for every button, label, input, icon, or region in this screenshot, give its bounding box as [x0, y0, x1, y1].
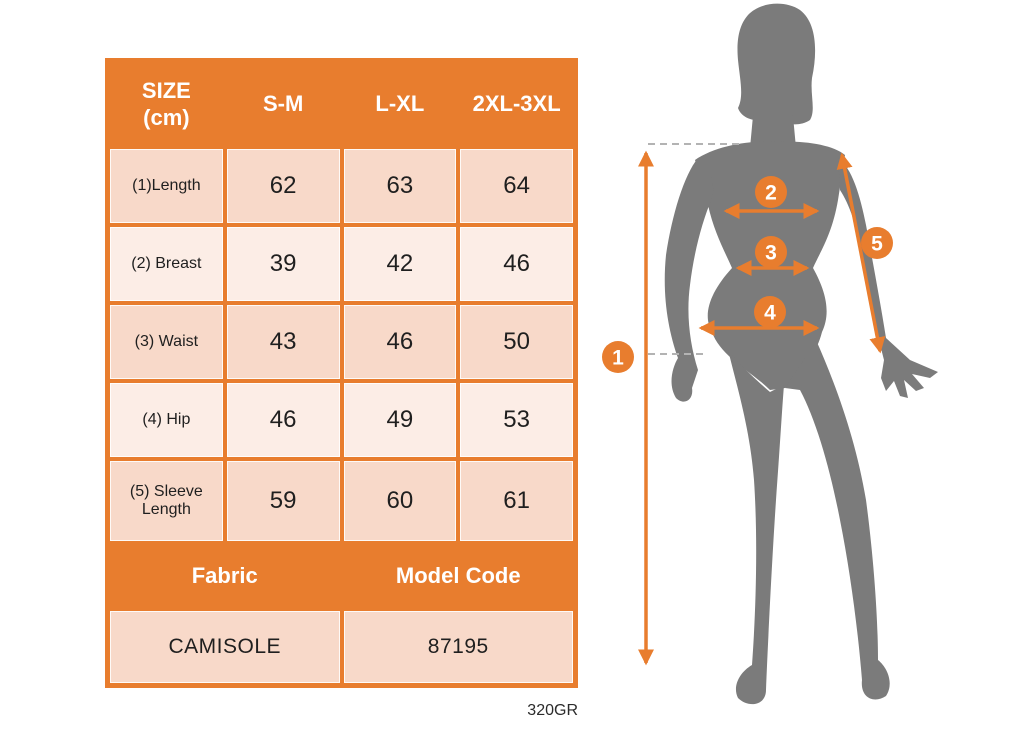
- model-code-value: 87195: [343, 611, 573, 683]
- cell-length-2xl-3xl: 64: [460, 149, 573, 223]
- cell-hip-2xl-3xl: 53: [460, 383, 573, 457]
- cell-sleeve-2xl-3xl: 61: [460, 461, 573, 541]
- model-code-header: Model Code: [343, 545, 573, 607]
- silhouette-head: [737, 3, 816, 125]
- marker-5-number: 5: [871, 233, 883, 256]
- cell-hip-s-m: 46: [226, 383, 340, 457]
- body-measurement-diagram: 1 2 3 4 5: [602, 3, 938, 705]
- cell-waist-s-m: 43: [226, 305, 340, 379]
- row-label-breast: (2) Breast: [110, 227, 223, 301]
- marker-1: 1: [602, 341, 634, 373]
- marker-4-number: 4: [764, 302, 776, 325]
- cell-breast-s-m: 39: [226, 227, 340, 301]
- column-header-l-xl: L-XL: [343, 63, 457, 145]
- marker-2-number: 2: [765, 182, 777, 205]
- marker-5: 5: [861, 227, 893, 259]
- size-chart-table: SIZE (cm) S-M L-XL 2XL-3XL (1)Length 62 …: [105, 58, 578, 688]
- silhouette-neck: [750, 105, 796, 148]
- marker-3-number: 3: [765, 242, 777, 265]
- sleeve-arrow: [836, 152, 886, 354]
- row-label-waist: (3) Waist: [110, 305, 223, 379]
- marker-2: 2: [755, 176, 787, 208]
- row-label-hip: (4) Hip: [110, 383, 223, 457]
- cell-waist-l-xl: 46: [343, 305, 457, 379]
- marker-4: 4: [754, 296, 786, 328]
- cell-sleeve-l-xl: 60: [343, 461, 457, 541]
- column-header-s-m: S-M: [226, 63, 340, 145]
- cell-breast-2xl-3xl: 46: [460, 227, 573, 301]
- cell-breast-l-xl: 42: [343, 227, 457, 301]
- marker-3: 3: [755, 236, 787, 268]
- body-silhouette: [664, 3, 938, 705]
- cell-length-l-xl: 63: [343, 149, 457, 223]
- cell-hip-l-xl: 49: [343, 383, 457, 457]
- column-header-size: SIZE (cm): [110, 63, 223, 145]
- silhouette-left-leg: [728, 350, 784, 705]
- cell-waist-2xl-3xl: 50: [460, 305, 573, 379]
- weight-note: 320GR: [527, 702, 578, 719]
- silhouette-right-arm: [838, 158, 938, 398]
- fabric-header: Fabric: [110, 545, 340, 607]
- cell-sleeve-s-m: 59: [226, 461, 340, 541]
- silhouette-right-leg: [785, 340, 890, 700]
- fabric-value: CAMISOLE: [110, 611, 340, 683]
- row-label-length: (1)Length: [110, 149, 223, 223]
- marker-1-number: 1: [612, 347, 624, 370]
- cell-length-s-m: 62: [226, 149, 340, 223]
- row-label-sleeve-length: (5) Sleeve Length: [110, 461, 223, 541]
- silhouette-left-arm: [664, 158, 714, 402]
- column-header-2xl-3xl: 2XL-3XL: [460, 63, 573, 145]
